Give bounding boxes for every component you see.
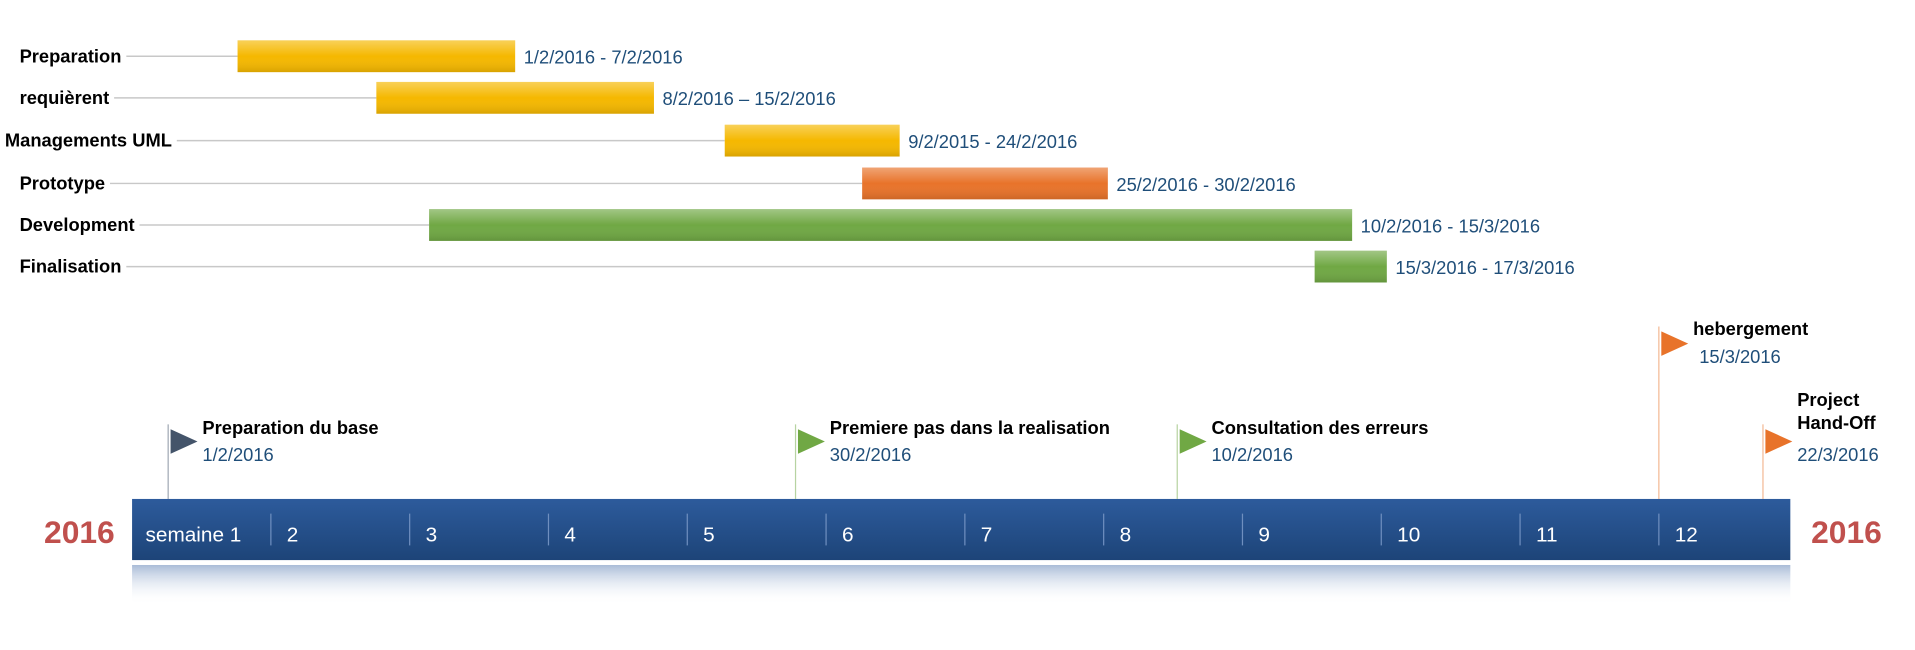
task-dates: 9/2/2015 - 24/2/2016 [908,131,1077,152]
milestone-flag [797,429,825,454]
task-bar-shine [724,124,900,157]
task-dates: 1/2/2016 - 7/2/2016 [524,47,683,68]
milestone-flag [1765,429,1793,454]
milestone-title: hebergement [1693,318,1808,339]
task-label: Finalisation [20,256,122,277]
week-label: 3 [426,524,438,547]
task-bar-shine [1314,250,1387,283]
week-label: 2 [287,524,299,547]
task-label: requièrent [20,87,110,108]
task-label: Preparation [20,45,122,66]
task-bar-shine [862,167,1108,200]
task-label: Prototype [20,173,106,194]
milestone-title: Consultation des erreurs [1211,417,1428,438]
milestone-flag [170,429,198,454]
milestone-flag [1661,331,1689,356]
milestone-flag [1179,429,1207,454]
task-bar-shine [429,209,1353,241]
task-label: Managements UML [5,130,172,151]
milestone-title: Preparation du base [202,417,378,438]
task-dates: 10/2/2016 - 15/3/2016 [1361,215,1540,236]
week-label: 4 [564,524,576,547]
task-dates: 8/2/2016 – 15/2/2016 [663,88,836,109]
milestone-date: 22/3/2016 [1797,444,1879,465]
task-bar-shine [237,40,516,73]
year-left: 2016 [44,514,115,550]
week-label: semaine 1 [146,524,242,547]
year-right: 2016 [1811,514,1882,550]
task-bar-shine [376,81,654,114]
week-label: 12 [1675,524,1698,547]
task-dates: 25/2/2016 - 30/2/2016 [1116,174,1295,195]
milestone-title: Premiere pas dans la realisation [830,417,1110,438]
week-label: 7 [981,524,993,547]
week-label: 11 [1536,524,1558,547]
week-label: 10 [1397,524,1420,547]
week-label: 8 [1120,524,1132,547]
timeline-reflection [132,564,1791,605]
week-label: 6 [842,524,854,547]
week-label: 9 [1258,524,1270,547]
milestone-title: Project [1797,389,1859,410]
gantt-svg: Preparation 1/2/2016 - 7/2/2016 requièrent… [5,40,1882,605]
timeline-chart: Preparation 1/2/2016 - 7/2/2016 requièrent… [5,40,1882,605]
milestone-title: Hand-Off [1797,412,1876,433]
milestone-date: 10/2/2016 [1211,444,1293,465]
milestone-date: 15/3/2016 [1699,346,1781,367]
milestone-date: 30/2/2016 [830,444,912,465]
week-label: 5 [703,524,715,547]
task-dates: 15/3/2016 - 17/3/2016 [1395,257,1574,278]
timeline-band [132,498,1791,561]
task-label: Development [20,214,135,235]
milestone-date: 1/2/2016 [202,444,273,465]
